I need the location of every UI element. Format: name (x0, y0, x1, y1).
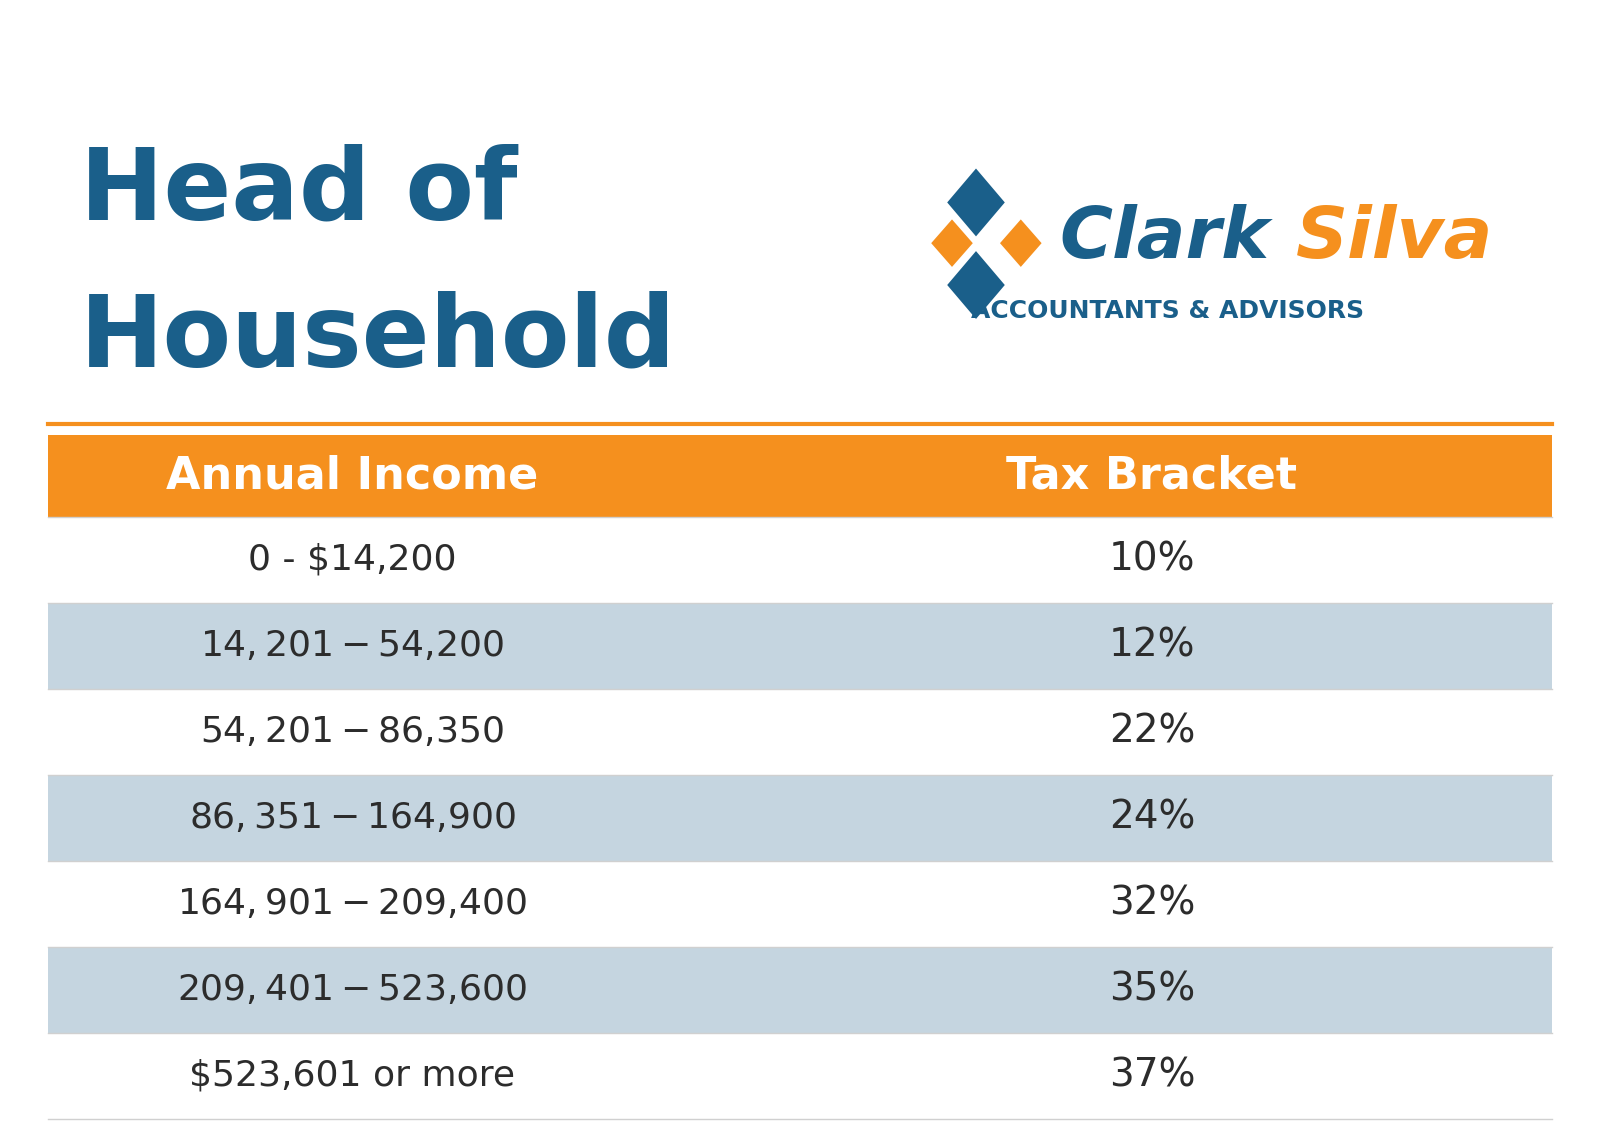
Text: $14,201 - $54,200: $14,201 - $54,200 (200, 629, 504, 663)
Polygon shape (947, 169, 1005, 236)
FancyBboxPatch shape (48, 775, 1552, 861)
Text: $164,901 - $209,400: $164,901 - $209,400 (178, 887, 526, 921)
Text: ACCOUNTANTS & ADVISORS: ACCOUNTANTS & ADVISORS (971, 299, 1365, 323)
FancyBboxPatch shape (48, 1033, 1552, 1119)
Text: 32%: 32% (1109, 884, 1195, 923)
Text: 12%: 12% (1109, 627, 1195, 665)
FancyBboxPatch shape (48, 861, 1552, 947)
Text: 22%: 22% (1109, 713, 1195, 751)
FancyBboxPatch shape (48, 517, 1552, 603)
Text: $523,601 or more: $523,601 or more (189, 1059, 515, 1093)
FancyBboxPatch shape (48, 689, 1552, 775)
FancyBboxPatch shape (48, 947, 1552, 1033)
Text: Silva: Silva (1296, 204, 1493, 274)
Text: Clark: Clark (1059, 204, 1269, 274)
Polygon shape (931, 219, 973, 267)
Text: 24%: 24% (1109, 798, 1195, 837)
Polygon shape (1000, 219, 1042, 267)
Text: 0 - $14,200: 0 - $14,200 (248, 543, 456, 577)
Text: $54,201 - $86,350: $54,201 - $86,350 (200, 715, 504, 749)
Text: Annual Income: Annual Income (166, 455, 538, 498)
Text: 35%: 35% (1109, 970, 1195, 1009)
Text: 10%: 10% (1109, 541, 1195, 579)
FancyBboxPatch shape (48, 603, 1552, 689)
Text: $209,401 - $523,600: $209,401 - $523,600 (178, 973, 526, 1007)
Text: Head of: Head of (80, 144, 517, 241)
FancyBboxPatch shape (48, 435, 1552, 517)
Text: 37%: 37% (1109, 1056, 1195, 1095)
Polygon shape (947, 251, 1005, 319)
Text: Tax Bracket: Tax Bracket (1006, 455, 1298, 498)
Text: $86,351 - $164,900: $86,351 - $164,900 (189, 801, 515, 835)
Text: Household: Household (80, 291, 677, 388)
